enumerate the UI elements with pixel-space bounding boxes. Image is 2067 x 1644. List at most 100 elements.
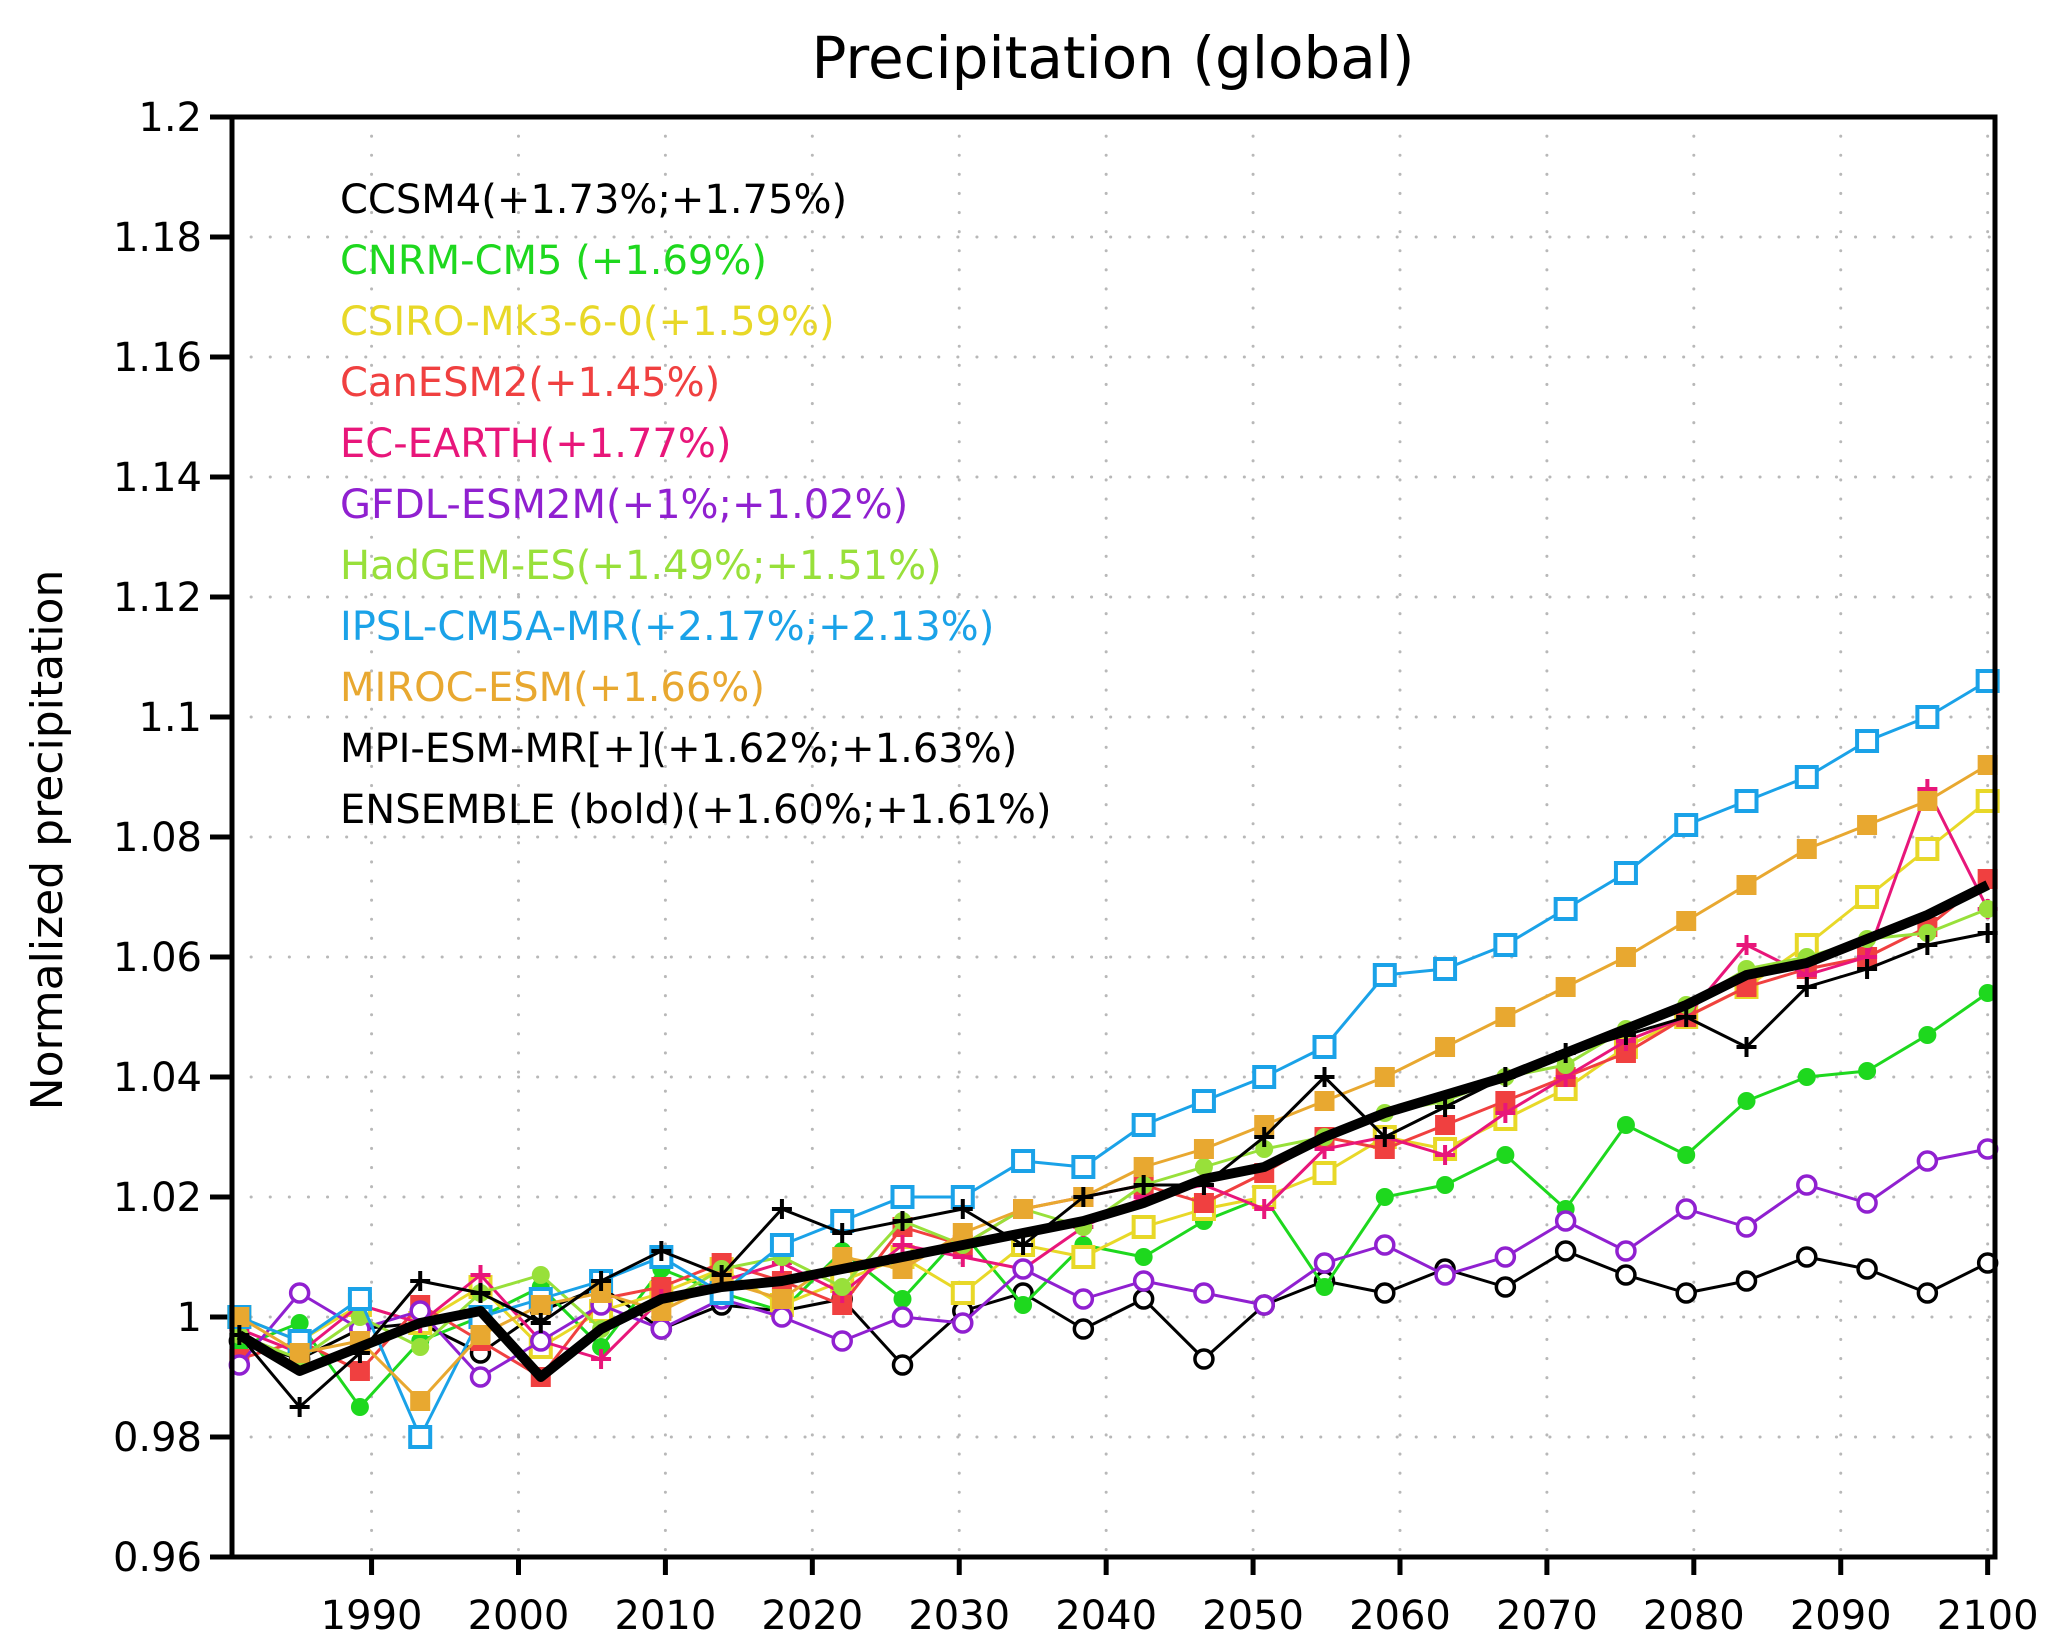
data-point <box>711 1265 732 1285</box>
data-point <box>1556 1056 1575 1074</box>
data-point <box>1856 1192 1878 1214</box>
data-point <box>288 1282 311 1304</box>
data-series <box>227 669 2000 1449</box>
data-point <box>952 1199 973 1219</box>
data-point <box>530 1330 552 1352</box>
data-point <box>1554 1240 1577 1262</box>
legend: CCSM4(+1.73%;+1.75%) CNRM-CM5 (+1.69%) CSI… <box>340 177 1052 833</box>
series-line <box>238 799 1989 1349</box>
legend-entry: CSIRO-Mk3-6-0(+1.59%) <box>340 299 835 345</box>
data-point <box>1435 1115 1456 1135</box>
data-point <box>1736 1037 1757 1057</box>
series-line <box>238 931 1988 1409</box>
y-tick-label: 1.18 <box>113 215 202 261</box>
series-csiro-mk3-6-0 <box>227 789 2000 1359</box>
legend-entry: MIROC-ESM(+1.66%) <box>340 665 765 711</box>
data-point <box>591 1271 612 1291</box>
data-point <box>1918 924 1937 942</box>
series-line <box>238 763 1989 1403</box>
data-point <box>1014 1296 1033 1314</box>
data-point <box>892 1211 913 1231</box>
series-line <box>238 787 1990 1361</box>
data-point <box>1312 1035 1337 1059</box>
data-point <box>1857 959 1878 979</box>
data-point <box>1978 984 1997 1002</box>
data-point <box>650 1318 673 1340</box>
data-point <box>1495 1007 1516 1027</box>
data-point <box>1855 885 1880 909</box>
data-point <box>771 1199 792 1219</box>
y-axis-label: Normalized precipitation <box>22 570 73 1111</box>
data-point <box>952 1223 973 1243</box>
data-point <box>1254 1127 1275 1147</box>
data-point <box>1253 1294 1275 1316</box>
data-point <box>1553 897 1578 921</box>
data-point <box>1796 839 1817 859</box>
data-point <box>1312 1161 1337 1185</box>
data-point <box>470 1325 491 1345</box>
data-point <box>1433 957 1458 981</box>
data-point <box>1916 1282 1939 1304</box>
data-point <box>408 1425 433 1449</box>
y-tick-label: 1.06 <box>113 935 202 981</box>
data-point <box>952 1312 974 1334</box>
series-ensemble <box>236 880 1990 1382</box>
data-point <box>289 1397 310 1417</box>
data-point <box>1736 935 1757 955</box>
series-miroc-esm <box>229 755 1998 1411</box>
data-point <box>1193 1348 1215 1370</box>
data-point <box>1193 1193 1214 1213</box>
data-point <box>1675 1198 1697 1220</box>
data-point <box>1013 1199 1034 1219</box>
x-tick-label: 2010 <box>615 1593 717 1639</box>
data-point <box>1796 977 1817 997</box>
data-point <box>1615 1264 1637 1286</box>
legend-entry: ENSEMBLE (bold)(+1.60%;+1.61%) <box>340 787 1052 833</box>
data-point <box>1615 1240 1637 1262</box>
data-point <box>1494 1276 1517 1298</box>
data-point <box>1374 1282 1396 1304</box>
data-point <box>591 1283 612 1303</box>
data-point <box>1374 1067 1395 1087</box>
data-point <box>1374 1139 1395 1159</box>
y-tick-label: 1 <box>177 1295 202 1341</box>
data-point <box>1615 947 1636 967</box>
data-point <box>832 1247 853 1267</box>
data-point <box>1435 1145 1456 1165</box>
data-point <box>1374 1127 1395 1147</box>
data-point <box>592 1338 611 1356</box>
legend-entry: CCSM4(+1.73%;+1.75%) <box>340 177 847 223</box>
x-tick-label: 2000 <box>468 1593 570 1639</box>
legend-entry: GFDL-ESM2M(+1%;+1.02%) <box>340 482 908 528</box>
data-point <box>1856 1258 1878 1280</box>
data-point <box>1131 1215 1156 1239</box>
data-point <box>1613 861 1638 885</box>
legend-entry: IPSL-CM5A-MR(+2.17%;+2.13%) <box>340 604 994 650</box>
data-point <box>950 1281 975 1305</box>
x-tick-label: 2080 <box>1643 1593 1745 1639</box>
data-point <box>1255 1140 1274 1158</box>
data-point <box>410 1271 431 1291</box>
data-point <box>1797 1068 1816 1086</box>
data-point <box>1194 1158 1213 1176</box>
data-point <box>1072 1318 1095 1340</box>
data-point <box>1013 1235 1034 1255</box>
x-tick-label: 2050 <box>1202 1593 1304 1639</box>
data-point <box>891 1306 914 1328</box>
data-point <box>1313 1252 1336 1274</box>
data-point <box>892 1235 913 1255</box>
data-point <box>1252 1065 1277 1089</box>
legend-entry: EC-EARTH(+1.77%) <box>340 421 731 467</box>
legend-entry: MPI-ESM-MR[+](+1.62%;+1.63%) <box>340 726 1017 772</box>
legend-entry: HadGEM-ES(+1.49%;+1.51%) <box>340 543 942 589</box>
data-point <box>1978 900 1997 918</box>
x-tick-label: 2040 <box>1055 1593 1157 1639</box>
x-tick-label: 2030 <box>908 1593 1010 1639</box>
data-point <box>892 1259 913 1279</box>
x-tick-label: 2090 <box>1790 1593 1892 1639</box>
data-point <box>1011 1149 1036 1173</box>
data-point <box>1917 935 1938 955</box>
y-tick-label: 1.2 <box>138 95 202 141</box>
data-point <box>1193 1139 1214 1159</box>
